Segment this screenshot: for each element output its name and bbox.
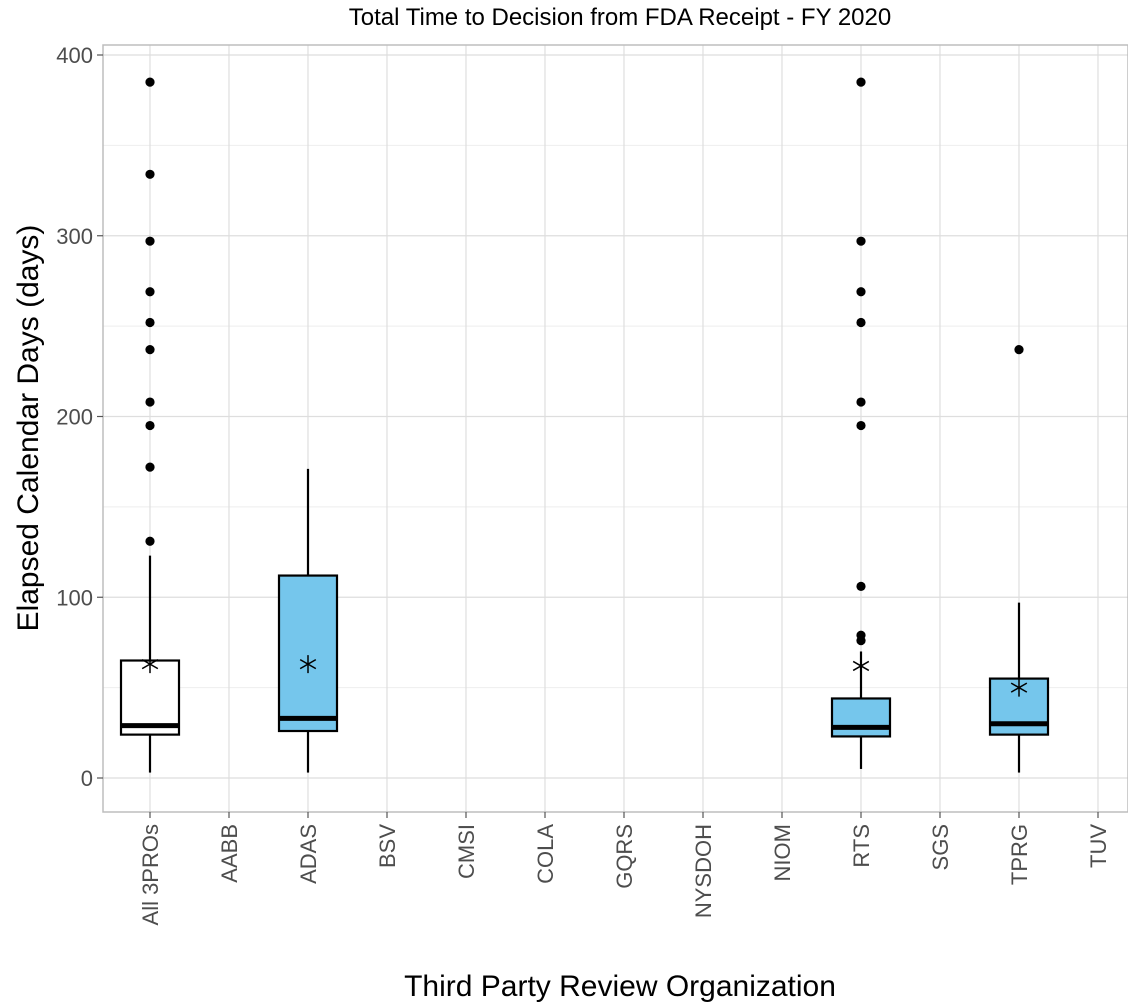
x-tick-label: BSV [375,824,400,868]
outlier-point [145,536,155,546]
boxes-layer [119,77,1050,773]
outlier-point [856,581,866,592]
mean-marker-stroke [852,660,870,672]
y-tick-label: 400 [56,43,93,68]
y-axis-label: Elapsed Calendar Days (days) [12,225,45,632]
outlier-point [856,397,866,407]
x-tick-label: NIOM [770,824,795,881]
x-tick-label: NYSDOH [691,824,716,918]
x-tick-label: AABB [217,824,242,883]
box-iqr [830,697,892,738]
plot-panel-border [102,44,1128,813]
x-tick-label: CMSI [454,824,479,879]
outlier-point [856,630,866,640]
y-axis-ticks: 0 100 200 300 400 [56,43,103,791]
x-axis-ticks: All 3PROs AABB ADAS BSV CMSI COLA GQRS NYSDOH NI… [138,812,1111,925]
x-tick-label: SGS [928,824,953,870]
x-tick-label: COLA [533,824,558,884]
box-tprg [988,345,1050,773]
outlier-point [145,287,155,297]
mean-marker-stroke [299,658,317,670]
y-tick-label: 0 [81,766,93,791]
mean-marker-stroke [141,658,159,670]
mean-marker [852,656,870,675]
outlier-point [856,317,866,328]
box-all-3pros [119,77,181,773]
outlier-point [856,77,866,87]
y-tick-label: 200 [56,405,93,430]
outlier-point [1014,345,1024,355]
outlier-point [856,236,866,246]
outlier-point [145,77,155,87]
outlier-point [145,420,155,431]
x-tick-label: ADAS [296,824,321,884]
x-tick-label: GQRS [612,824,637,889]
outlier-point [145,169,155,179]
box-iqr [277,574,339,733]
chart-title: Total Time to Decision from FDA Receipt … [349,4,891,31]
x-tick-label: All 3PROs [138,824,163,925]
outlier-point [856,420,866,431]
y-tick-label: 300 [56,224,93,249]
box-rts [830,77,892,769]
mean-marker [1010,678,1028,697]
outlier-point [856,287,866,297]
y-tick-label: 100 [56,585,93,610]
mean-marker [141,655,159,674]
outlier-point [145,236,155,246]
mean-marker [299,655,317,674]
x-tick-label: TUV [1086,824,1111,868]
box-adas [277,468,339,773]
x-tick-label: RTS [849,824,874,868]
grid-layer [103,45,1128,812]
outlier-point [145,345,155,355]
outlier-point [145,397,155,407]
mean-marker-stroke [1010,682,1028,693]
x-axis-label: Third Party Review Organization [404,970,836,1003]
outlier-point [145,317,155,328]
x-tick-label: TPRG [1007,824,1032,885]
outlier-point [145,462,155,472]
